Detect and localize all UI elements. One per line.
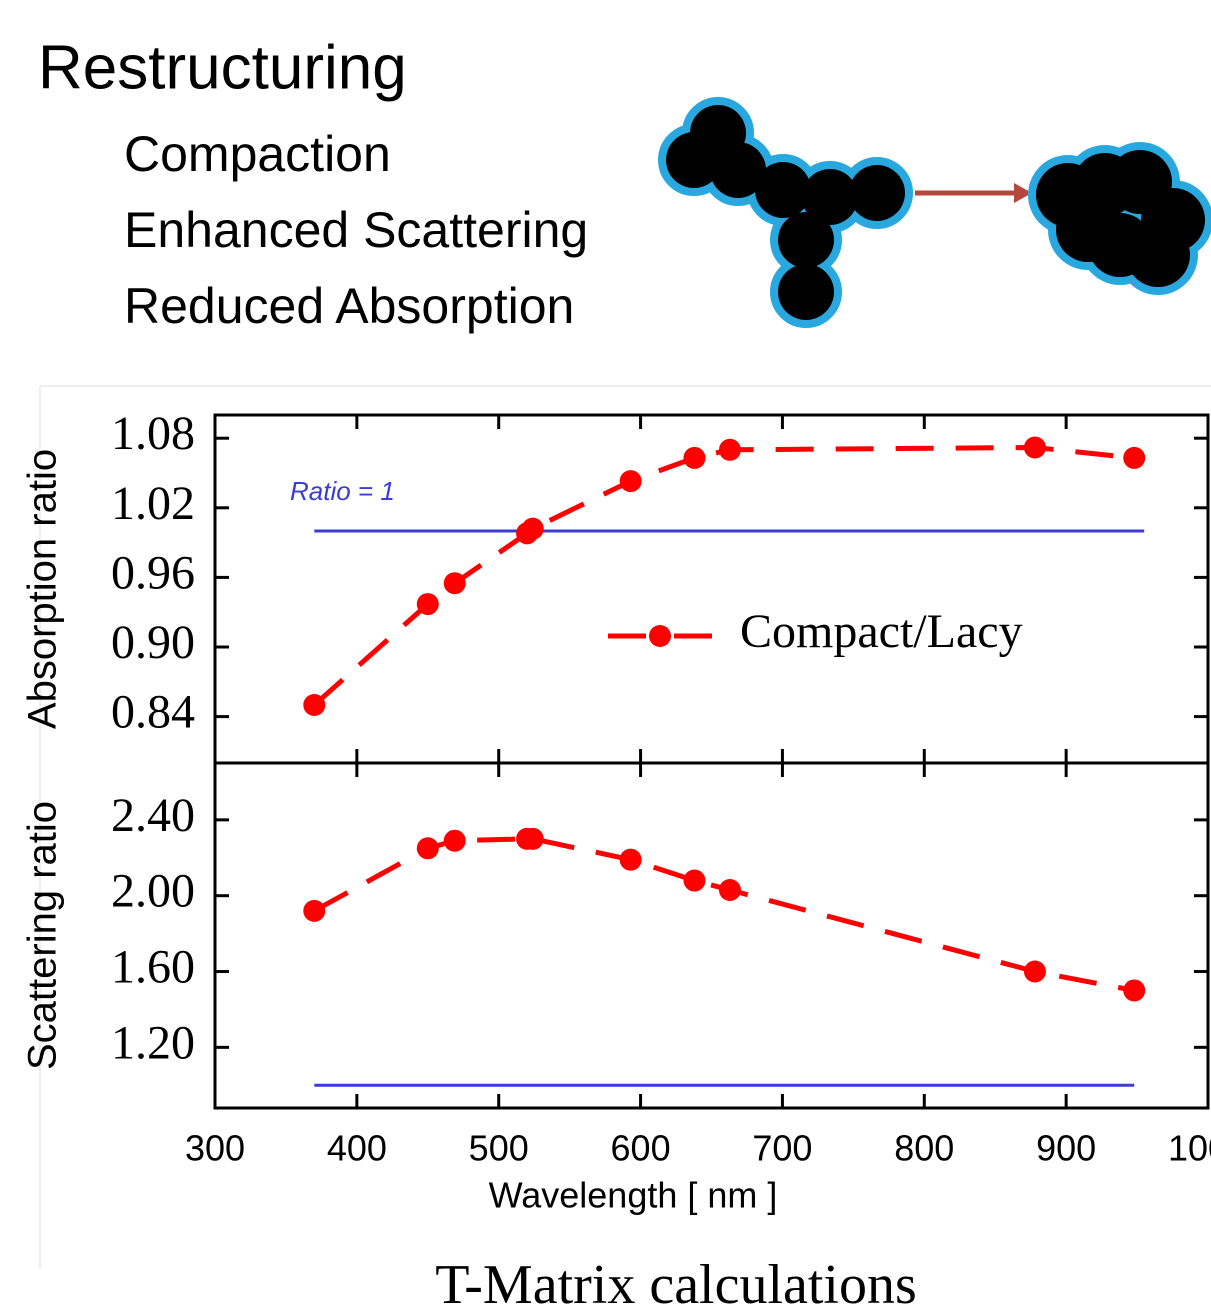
compact-aggregate-fill xyxy=(1036,150,1205,287)
caption: T-Matrix calculations xyxy=(435,1254,917,1316)
y-tick-label: 1.60 xyxy=(111,941,195,994)
slide-title: Restructuring xyxy=(38,33,407,102)
data-point xyxy=(303,694,326,716)
x-tick-label: 800 xyxy=(894,1128,954,1169)
x-tick-label: 700 xyxy=(752,1128,812,1169)
y-axis-label: Scattering ratio xyxy=(21,801,65,1070)
plot-frame xyxy=(213,761,1210,1110)
y-tick-label: 2.40 xyxy=(111,789,195,842)
data-point xyxy=(416,837,439,860)
data-point xyxy=(521,827,544,850)
data-point xyxy=(416,593,439,616)
y-tick-label: 1.08 xyxy=(111,407,195,460)
reference-label: Ratio = 1 xyxy=(290,476,395,506)
y-tick-label: 0.96 xyxy=(111,546,195,599)
x-tick-label: 900 xyxy=(1036,1128,1096,1169)
x-tick-label: 1000 xyxy=(1168,1128,1211,1169)
series-line xyxy=(313,836,1135,993)
x-tick-label: 500 xyxy=(469,1128,529,1169)
x-tick-label: 400 xyxy=(327,1128,387,1169)
data-point xyxy=(619,470,642,493)
series-line xyxy=(312,444,1135,707)
data-point xyxy=(683,869,706,892)
x-tick-label: 600 xyxy=(611,1128,671,1169)
data-point xyxy=(443,829,466,852)
data-point xyxy=(521,517,544,540)
legend-label: Compact/Lacy xyxy=(740,605,1023,658)
data-point xyxy=(683,446,706,469)
data-point xyxy=(718,438,741,461)
lacy-aggregate-fill xyxy=(666,105,905,320)
bullet: Reduced Absorption xyxy=(124,278,574,334)
arrow-head xyxy=(1014,183,1032,203)
x-axis-label: Wavelength [ nm ] xyxy=(489,1175,778,1216)
data-point xyxy=(1023,960,1046,983)
x-tick-label: 300 xyxy=(185,1128,245,1169)
y-tick-label: 2.00 xyxy=(111,865,195,918)
y-axis-label: Absorption ratio xyxy=(21,449,65,729)
y-tick-label: 1.20 xyxy=(111,1016,195,1069)
data-point xyxy=(718,879,741,902)
legend-marker xyxy=(649,625,671,647)
bullet: Enhanced Scattering xyxy=(124,202,588,258)
y-tick-label: 0.84 xyxy=(111,686,195,739)
bullet: Compaction xyxy=(124,126,391,182)
data-point xyxy=(1123,979,1146,1002)
data-point xyxy=(1123,446,1146,469)
y-tick-label: 0.90 xyxy=(111,616,195,669)
data-point xyxy=(619,848,642,871)
data-point xyxy=(1023,436,1046,459)
data-point xyxy=(303,899,326,922)
y-tick-label: 1.02 xyxy=(111,477,195,530)
data-point xyxy=(443,572,466,595)
